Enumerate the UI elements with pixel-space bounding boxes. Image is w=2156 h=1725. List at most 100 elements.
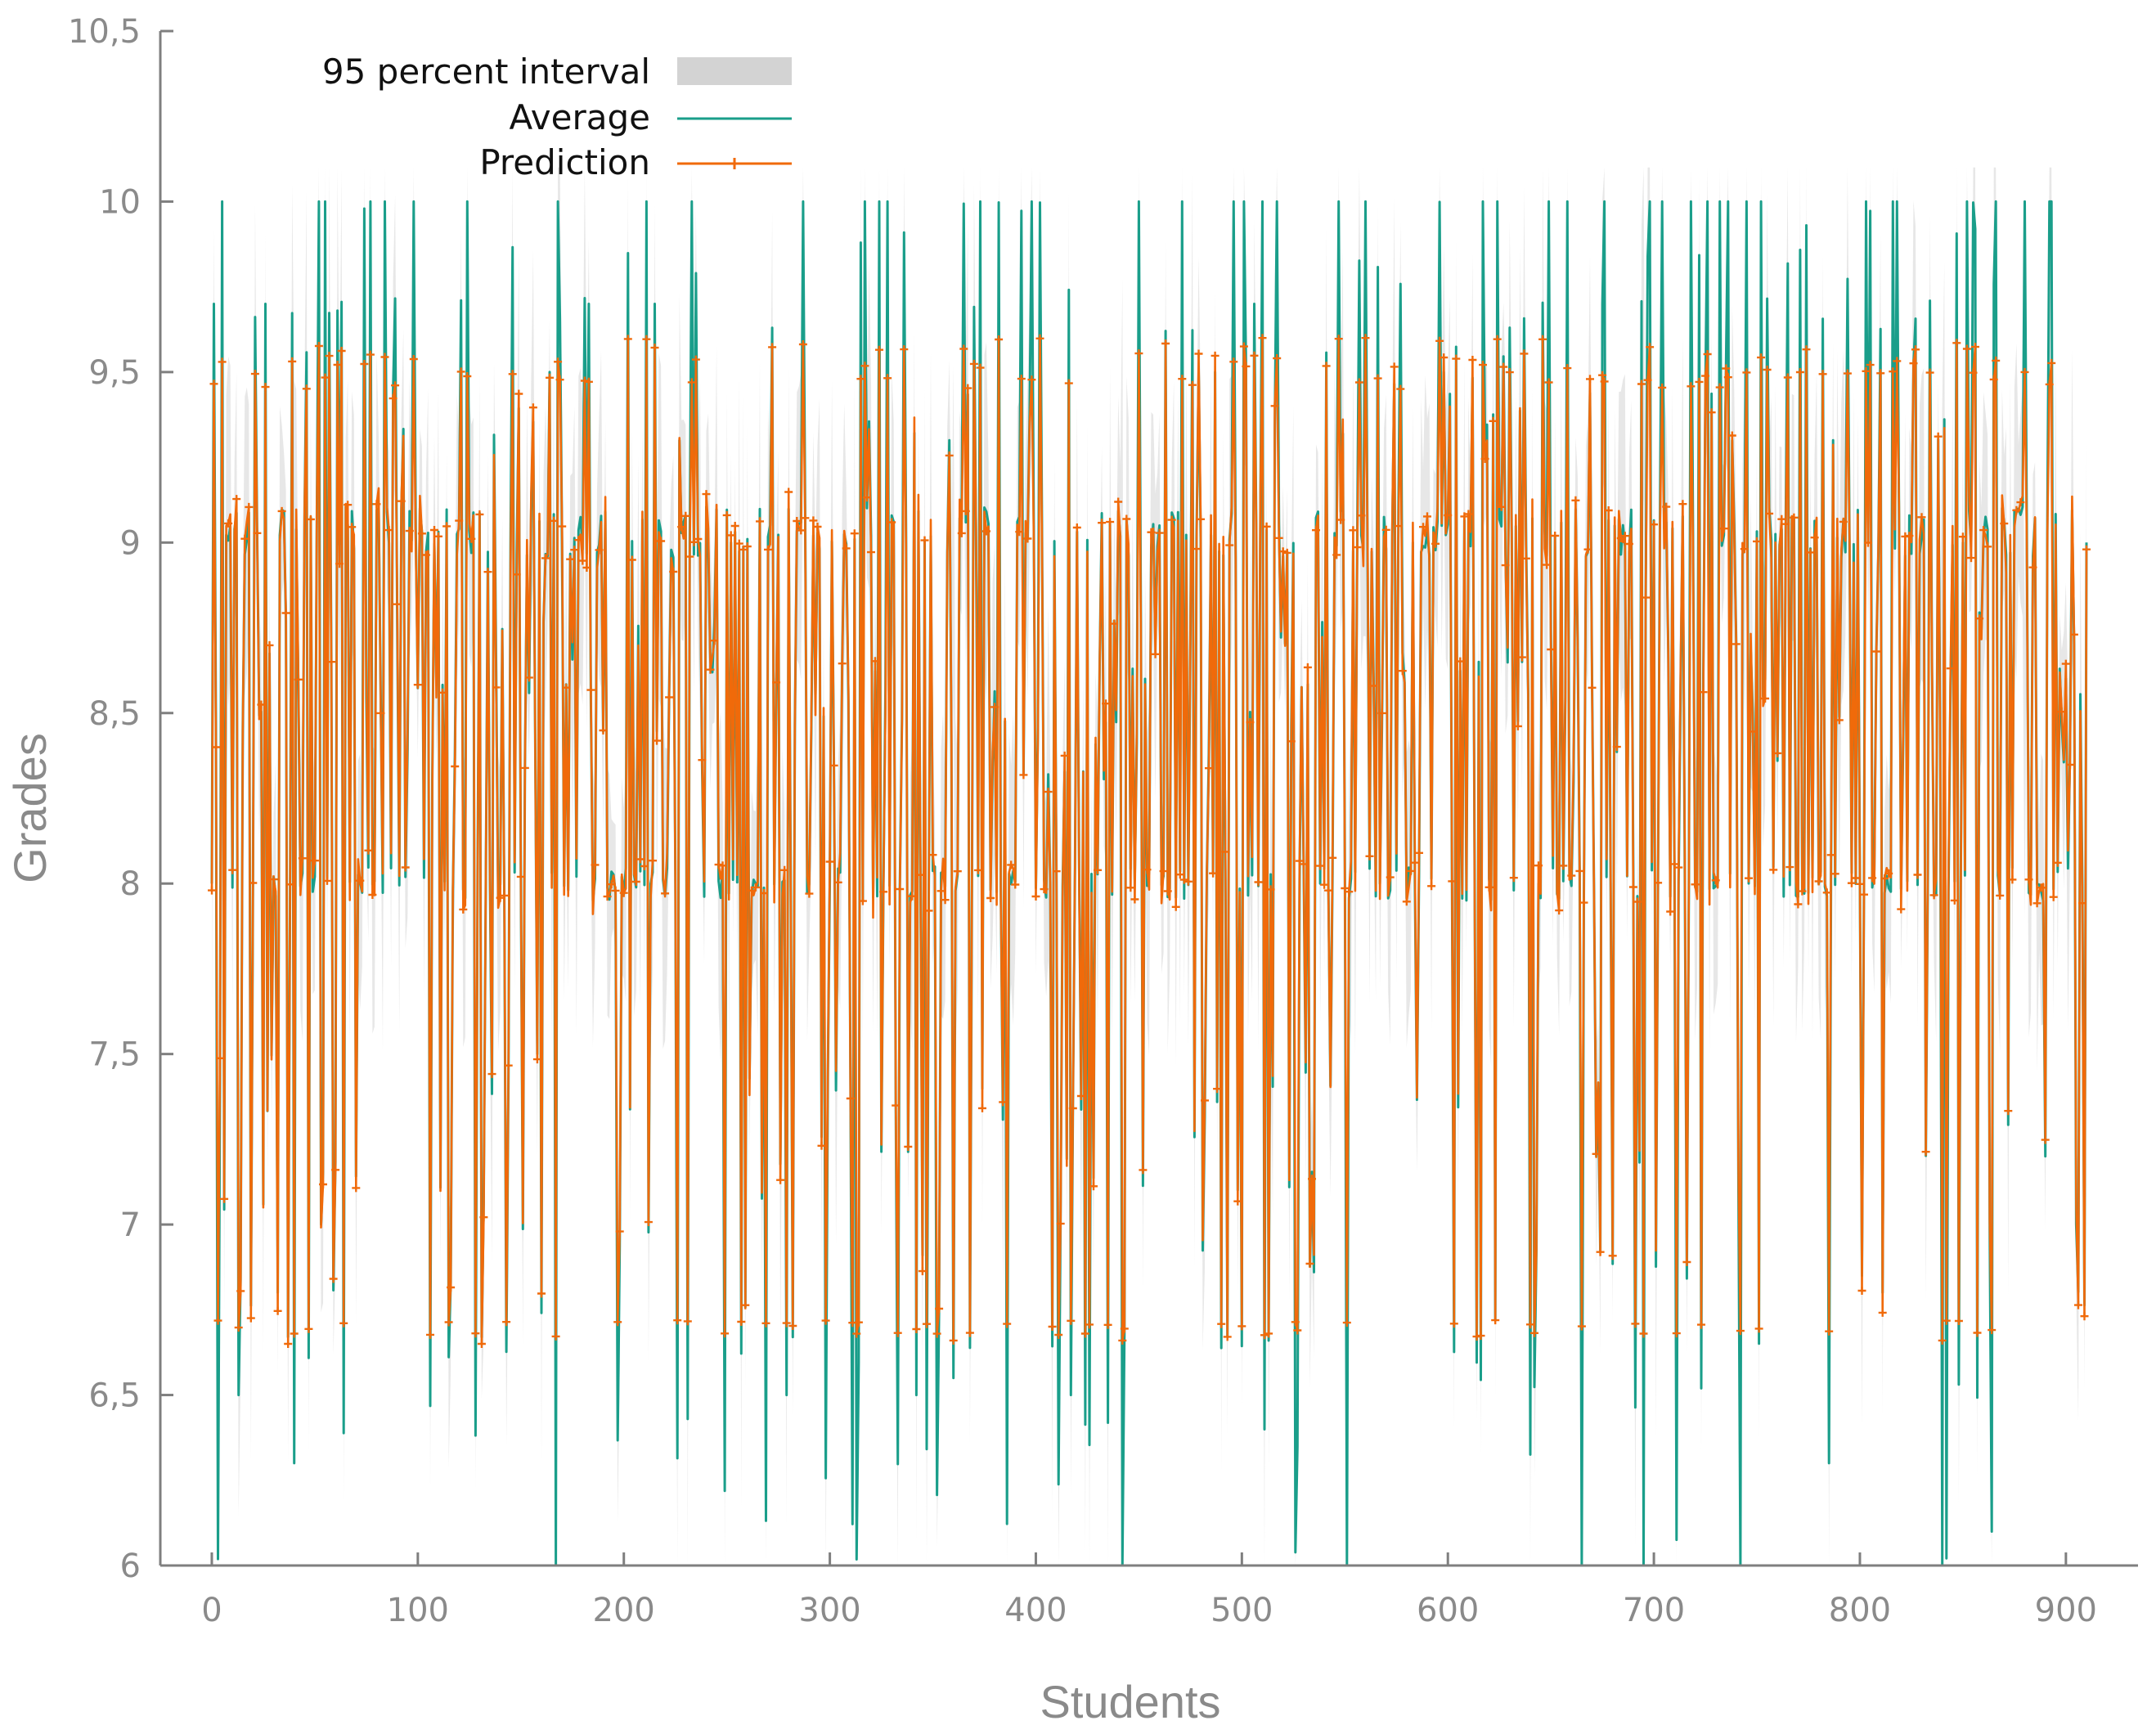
prediction-marker (1373, 374, 1382, 383)
prediction-marker (1701, 371, 1710, 380)
prediction-marker (1517, 653, 1526, 662)
prediction-marker (550, 516, 559, 525)
prediction-marker (2032, 899, 2041, 908)
prediction-marker (1526, 1320, 1534, 1329)
prediction-marker (1639, 1329, 1648, 1338)
prediction-marker (595, 546, 604, 555)
prediction-marker (1201, 1096, 1209, 1105)
prediction-marker (380, 353, 389, 362)
prediction-marker (685, 552, 694, 561)
prediction-marker (273, 1306, 282, 1315)
prediction-marker (397, 496, 406, 505)
prediction-marker (1151, 649, 1160, 658)
prediction-marker (1934, 432, 1943, 441)
prediction-marker (325, 352, 334, 361)
prediction-marker (1600, 377, 1609, 386)
prediction-marker (250, 370, 259, 379)
prediction-marker (1246, 718, 1255, 726)
prediction-marker (1233, 1197, 1242, 1206)
prediction-marker (838, 659, 847, 668)
prediction-marker (978, 1103, 986, 1112)
prediction-marker (627, 555, 636, 564)
prediction-marker (1031, 892, 1040, 901)
prediction-marker (514, 389, 523, 398)
prediction-marker (2012, 505, 2021, 514)
prediction-marker (1076, 1092, 1085, 1100)
prediction-marker (1178, 375, 1187, 384)
prediction-marker (1662, 502, 1671, 511)
prediction-marker (1103, 1320, 1112, 1329)
prediction-marker (1666, 907, 1675, 916)
prediction-marker (232, 495, 241, 504)
prediction-marker (1143, 865, 1152, 874)
prediction-marker (904, 1143, 913, 1151)
prediction-marker (1223, 1332, 1232, 1341)
prediction-marker (829, 761, 838, 770)
prediction-marker (623, 335, 632, 344)
y-axis-title: Grades (4, 733, 56, 883)
prediction-marker (1282, 548, 1291, 557)
prediction-marker (234, 1323, 243, 1332)
prediction-marker (776, 1175, 785, 1184)
prediction-marker (1060, 751, 1069, 760)
prediction-marker (673, 1316, 682, 1325)
prediction-marker (384, 526, 393, 535)
prediction-marker (1586, 375, 1594, 384)
prediction-marker (730, 522, 739, 530)
prediction-marker (793, 517, 802, 525)
prediction-marker (1810, 533, 1819, 542)
prediction-marker (1159, 867, 1168, 876)
prediction-marker (1444, 511, 1453, 519)
prediction-marker (1860, 890, 1868, 899)
prediction-marker (1427, 882, 1436, 891)
prediction-marker (871, 657, 879, 666)
prediction-marker (1040, 885, 1049, 894)
prediction-marker (2016, 498, 2025, 507)
prediction-marker (2004, 1107, 2013, 1116)
prediction-marker (413, 681, 422, 690)
prediction-marker (1769, 865, 1778, 874)
prediction-marker (1293, 1326, 1302, 1335)
prediction-marker (1727, 431, 1736, 440)
prediction-marker (1579, 898, 1588, 907)
prediction-marker (1167, 515, 1176, 524)
prediction-marker (817, 1141, 826, 1150)
prediction-marker (1398, 667, 1407, 676)
prediction-line (210, 336, 2088, 1345)
prediction-marker (580, 376, 589, 385)
prediction-marker (1868, 874, 1877, 883)
prediction-marker (2074, 1300, 2082, 1309)
prediction-marker (1452, 354, 1461, 363)
prediction-marker (1106, 518, 1115, 527)
y-tick-label: 6,5 (88, 1377, 141, 1415)
x-ticks: 0 100 200 300 400 500 600 700 800 900 (201, 1552, 2097, 1629)
prediction-marker (323, 876, 331, 885)
prediction-marker (1736, 1327, 1745, 1336)
prediction-marker (1905, 532, 1914, 541)
prediction-marker (1913, 870, 1922, 879)
y-tick-label: 7 (120, 1206, 141, 1244)
prediction-marker (393, 600, 402, 609)
prediction-marker (1691, 880, 1700, 889)
prediction-marker (1909, 359, 1918, 368)
prediction-marker (599, 726, 608, 734)
prediction-marker (875, 345, 883, 354)
prediction-marker (842, 544, 851, 553)
prediction-marker (570, 546, 579, 555)
prediction-marker (1971, 343, 1979, 352)
prediction-marker (1695, 377, 1704, 386)
prediction-marker (1857, 1287, 1866, 1295)
prediction-marker (1559, 861, 1568, 870)
prediction-marker (532, 1055, 541, 1064)
prediction-marker (1027, 375, 1036, 384)
prediction-marker (434, 532, 442, 541)
prediction-marker (698, 756, 707, 765)
legend-label-average: Average (510, 97, 650, 137)
prediction-marker (558, 522, 567, 531)
prediction-marker (1423, 512, 1431, 521)
prediction-marker (389, 394, 398, 403)
prediction-marker (1826, 851, 1835, 860)
prediction-marker (417, 529, 426, 538)
prediction-marker (1571, 496, 1580, 505)
legend-swatch-interval (677, 57, 792, 85)
